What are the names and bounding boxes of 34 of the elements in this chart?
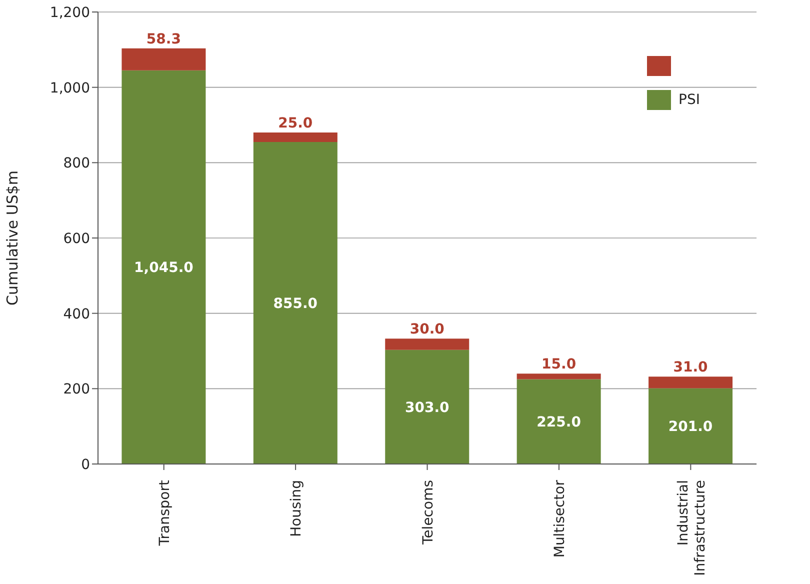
- data-label: 15.0: [542, 356, 576, 373]
- data-label: 31.0: [673, 360, 708, 376]
- bar: [648, 388, 733, 464]
- data-label: 303.0: [404, 400, 450, 416]
- data-label: 201.0: [668, 419, 713, 436]
- bar: [122, 70, 206, 464]
- bar: [648, 376, 733, 388]
- data-label: 30.0: [410, 322, 445, 338]
- x-tick-label: Transport: [156, 480, 173, 547]
- x-tick-label: Housing: [288, 480, 305, 537]
- bar: [516, 379, 601, 464]
- bar: [516, 374, 601, 380]
- bar: [122, 48, 206, 70]
- y-tick-label: 1,000: [50, 80, 90, 96]
- data-label: 1,045.0: [134, 260, 194, 276]
- y-tick-label: 400: [63, 306, 90, 322]
- y-tick-label: 800: [63, 156, 90, 172]
- legend-label: PSI: [678, 92, 700, 108]
- y-tick-label: 200: [63, 382, 90, 398]
- bar: [253, 142, 338, 464]
- y-tick-label: 1,200: [50, 4, 90, 21]
- x-tick-label: Telecoms: [420, 480, 436, 546]
- bar: [385, 350, 470, 464]
- y-tick-label: 0: [81, 456, 90, 473]
- data-label: 225.0: [536, 414, 582, 431]
- data-label: 58.3: [146, 31, 181, 48]
- bar: [385, 338, 470, 350]
- bar: [253, 132, 338, 142]
- x-tick-label: Multisector: [552, 480, 568, 558]
- x-tick-label: Industrial Infrastructure: [676, 480, 709, 576]
- data-label: 25.0: [278, 116, 313, 132]
- data-label: 855.0: [273, 296, 318, 312]
- y-tick-label: 600: [63, 230, 90, 247]
- y-axis-title: Cumulative US$m: [3, 170, 22, 306]
